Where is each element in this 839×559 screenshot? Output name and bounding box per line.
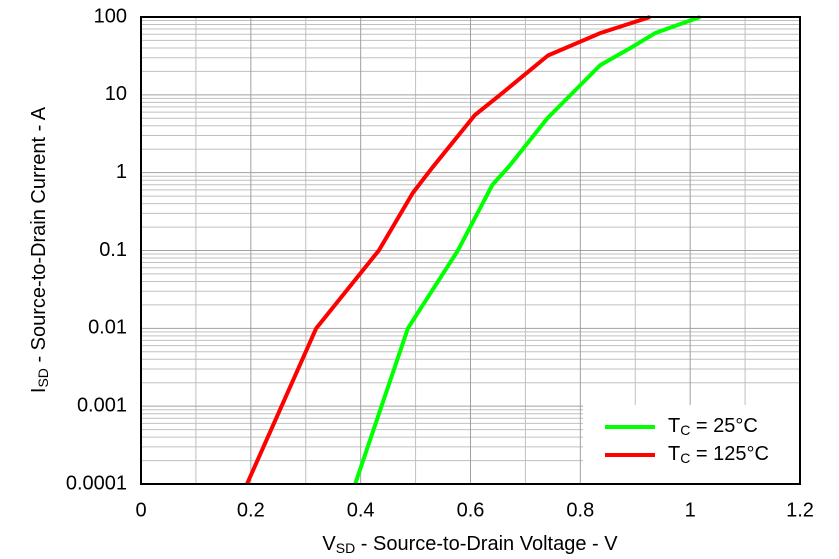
y-tick-label: 100 [94, 5, 127, 27]
legend: TC = 25°CTC = 125°C [583, 405, 800, 484]
x-label-main: V [322, 533, 336, 555]
y-tick-label: 0.1 [99, 239, 127, 261]
x-tick-label: 0.2 [237, 499, 265, 521]
x-tick-label: 1 [685, 499, 696, 521]
x-axis-label: VSD - Source-to-Drain Voltage - V [322, 533, 618, 555]
legend-box [583, 405, 800, 484]
x-tick-label: 0.8 [566, 499, 594, 521]
x-label-sub: SD [336, 540, 355, 556]
y-label-sub: SD [35, 368, 51, 387]
y-tick-label: 1 [116, 161, 127, 183]
y-tick-label: 0.01 [88, 317, 127, 339]
legend-label-rest: = 25°C [690, 415, 757, 437]
legend-label-sub: C [680, 422, 690, 438]
legend-label: TC = 25°C [668, 415, 758, 437]
legend-label-main: T [668, 415, 680, 437]
plot-frame [140, 16, 801, 485]
series-line [353, 15, 701, 485]
y-label-main: I [28, 388, 50, 394]
x-tick-label: 1.2 [786, 499, 814, 521]
y-tick-label: 0.0001 [66, 472, 127, 494]
x-tick-label: 0 [135, 499, 146, 521]
series-line [245, 15, 651, 485]
y-axis-label: ISD - Source-to-Drain Current - A [28, 106, 50, 393]
y-tick-label: 10 [105, 83, 127, 105]
legend-label-rest: = 125°C [690, 443, 769, 465]
y-label-rest: - Source-to-Drain Current - A [28, 106, 50, 368]
x-label-rest: - Source-to-Drain Voltage - V [355, 533, 618, 555]
x-tick-label: 0.4 [347, 499, 375, 521]
legend-label-main: T [668, 443, 680, 465]
plot-lines [245, 15, 701, 485]
legend-label: TC = 125°C [668, 443, 769, 465]
legend-label-sub: C [680, 450, 690, 466]
x-tick-label: 0.6 [457, 499, 485, 521]
y-tick-label: 0.001 [77, 394, 127, 416]
